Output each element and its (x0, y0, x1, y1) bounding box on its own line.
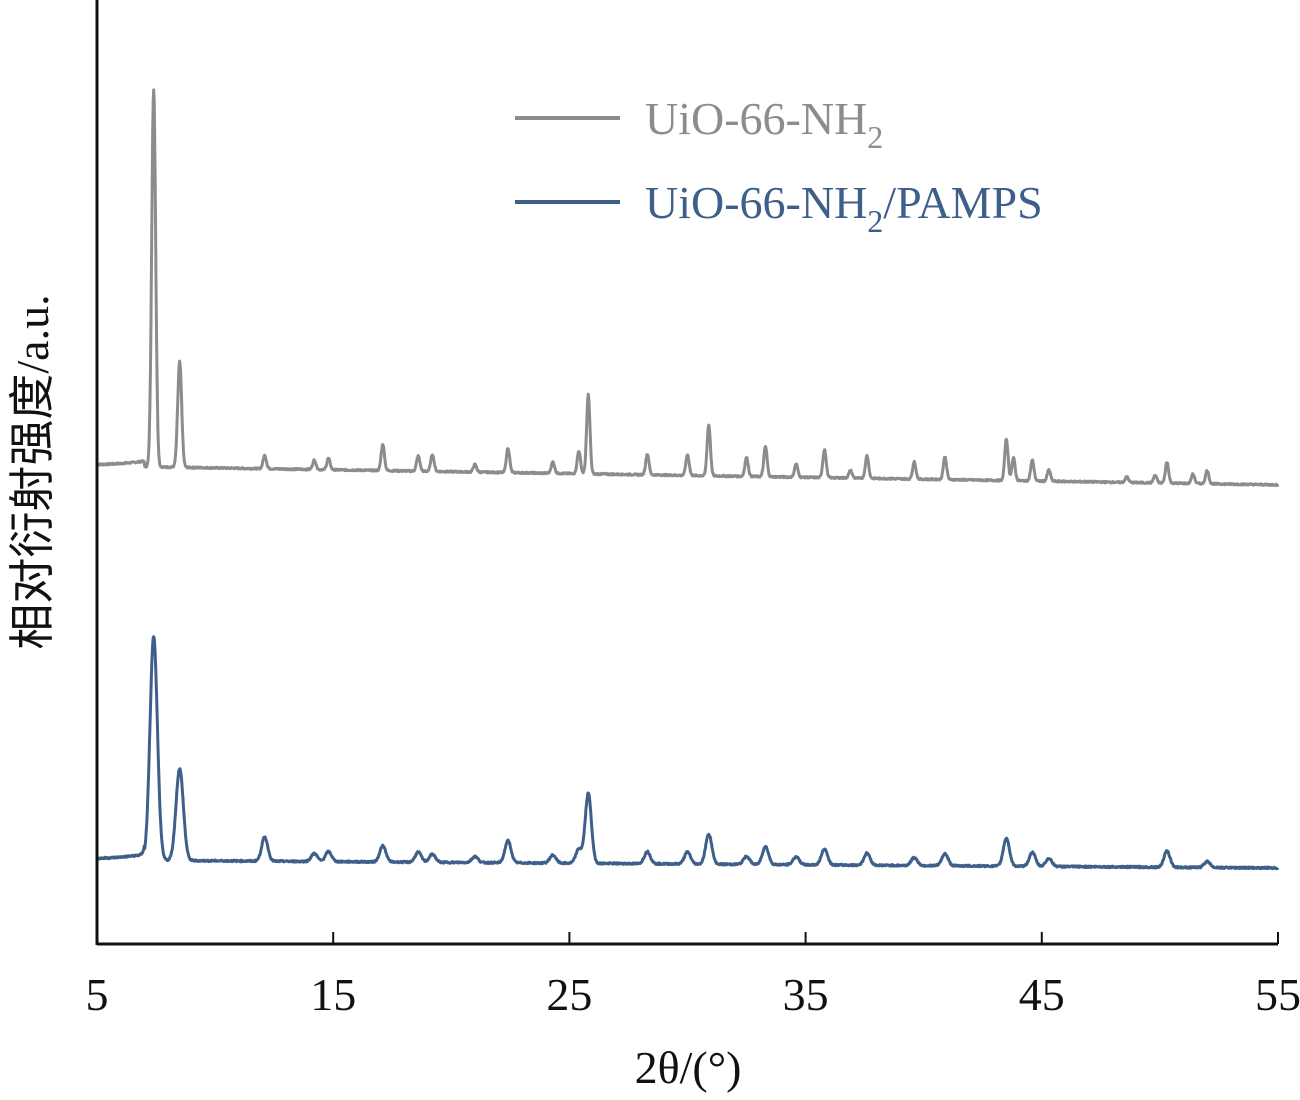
x-tick-label: 55 (1255, 969, 1300, 1020)
y-axis-label: 相对衍射强度/a.u. (7, 294, 58, 649)
legend-label-subscript: 2 (867, 119, 883, 155)
x-tick-label: 35 (783, 969, 829, 1020)
series-layer (96, 88, 1280, 871)
legend-label-suffix: /PAMPS (883, 177, 1042, 228)
x-tick-label: 5 (86, 969, 109, 1020)
legend-label-main: UiO-66-NH (645, 93, 867, 144)
legend-label-main: UiO-66-NH (645, 177, 867, 228)
legend: UiO-66-NH2 UiO-66-NH2/PAMPS (515, 93, 1043, 239)
legend-label-uio-66-nh2: UiO-66-NH2 (645, 93, 883, 155)
x-tick-label: 25 (546, 969, 592, 1020)
series-line-0 (96, 88, 1280, 487)
legend-label-uio-66-nh2-pamps: UiO-66-NH2/PAMPS (645, 177, 1043, 239)
x-tick-label: 45 (1019, 969, 1065, 1020)
legend-label-subscript: 2 (867, 203, 883, 239)
x-tick-label: 15 (310, 969, 356, 1020)
series-line-1 (96, 635, 1280, 871)
x-axis-label: 2θ/(°) (635, 1042, 742, 1093)
x-ticks: 5 15 25 35 45 55 (86, 932, 1300, 1020)
